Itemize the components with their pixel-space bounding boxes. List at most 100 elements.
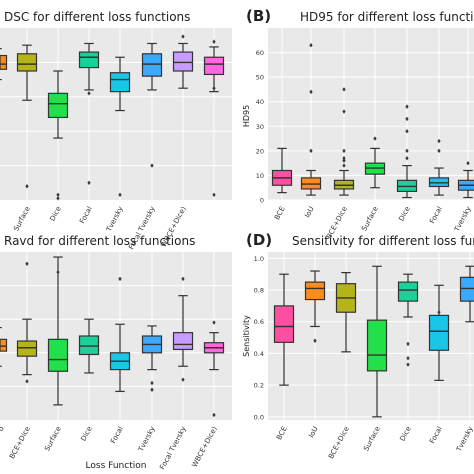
- box: [0, 338, 8, 352]
- outlier-point: [56, 196, 60, 201]
- outlier-point: [309, 148, 313, 154]
- y-tick-labels: 0.0 0.2 0.4 0.6 0.8 1.0: [254, 255, 264, 421]
- outlier-point: [406, 362, 410, 367]
- outlier-point: [118, 276, 122, 282]
- box: [459, 276, 474, 302]
- x-tick-label: Tversky: [136, 425, 156, 454]
- box: [203, 56, 225, 76]
- y-tick-labels: 0 10 20 30 40 50 60: [256, 49, 264, 204]
- x-tick-label: Focal Tversky: [158, 425, 187, 471]
- box: [47, 92, 69, 119]
- outlier-point: [406, 355, 410, 361]
- box: [109, 72, 131, 93]
- outlier-point: [405, 129, 409, 134]
- x-tick-label: Focal: [109, 425, 125, 445]
- box: [16, 340, 38, 357]
- panel-ravd: Ravd for different loss functions Loss F…: [0, 234, 232, 471]
- panel-title: Ravd for different loss functions: [4, 234, 195, 248]
- outlier-point: [150, 163, 154, 168]
- outlier-point: [342, 163, 346, 168]
- panel-title: HD95 for different loss functions: [300, 10, 474, 24]
- outlier-point: [342, 156, 346, 161]
- x-axis-label: Loss Function: [86, 461, 147, 471]
- outlier-point: [405, 104, 409, 109]
- x-tick-label: Dice: [48, 205, 62, 222]
- x-tick-label: BCE+Dice: [8, 425, 32, 460]
- outlier-point: [212, 86, 216, 91]
- outlier-point: [309, 89, 313, 95]
- x-tick-labels: BCE IoU BCE+Dice Surface Dice Focal Tversky: [275, 425, 474, 460]
- outlier-point: [406, 341, 410, 347]
- outlier-point: [150, 387, 154, 392]
- panel-label: (D): [246, 231, 272, 249]
- x-tick-label: Tversky: [104, 205, 124, 234]
- outlier-point: [405, 148, 409, 154]
- outlier-point: [25, 261, 29, 266]
- y-tick-label: 0.0: [254, 413, 264, 421]
- outlier-point: [313, 338, 317, 343]
- outlier-point: [437, 138, 441, 144]
- box: [78, 51, 100, 69]
- x-tick-label: Dice: [79, 425, 93, 442]
- outlier-point: [437, 148, 441, 154]
- outlier-point: [342, 109, 346, 114]
- outlier-point: [373, 136, 377, 141]
- boxes: [0, 34, 225, 201]
- boxes: [273, 265, 474, 418]
- x-tick-label: Surface: [12, 205, 32, 232]
- box: [78, 335, 100, 356]
- box: [428, 314, 450, 351]
- outlier-point: [181, 34, 185, 39]
- outlier-point: [212, 412, 216, 418]
- x-tick-label: Focal: [78, 205, 94, 225]
- outlier-point: [342, 158, 346, 163]
- outlier-point: [25, 184, 29, 189]
- y-axis-label: HD95: [242, 105, 251, 127]
- box: [273, 305, 295, 343]
- outlier-point: [181, 276, 185, 282]
- outlier-point: [181, 377, 185, 382]
- y-tick-label: 0: [260, 197, 264, 205]
- y-tick-label: 0.2: [254, 382, 264, 390]
- box: [141, 53, 163, 77]
- outlier-point: [212, 39, 216, 44]
- box: [0, 54, 8, 70]
- y-tick-label: 20: [256, 147, 264, 155]
- y-tick-label: 1.0: [254, 255, 264, 263]
- panel-hd95: (B) HD95 for different loss functions HD…: [242, 7, 474, 240]
- box: [47, 338, 69, 372]
- x-tick-label: Surface: [360, 205, 380, 232]
- x-tick-label: Focal: [428, 205, 444, 225]
- outlier-point: [405, 156, 409, 161]
- box: [397, 281, 419, 302]
- y-tick-label: 50: [256, 74, 264, 82]
- box: [366, 319, 388, 372]
- outlier-point: [87, 180, 91, 185]
- outlier-point: [405, 116, 409, 122]
- outlier-point: [212, 192, 216, 198]
- outlier-point: [212, 320, 216, 325]
- panel-sensitivity: (D) Sensitivity for different loss funct…: [242, 231, 474, 460]
- y-tick-label: 0.6: [254, 318, 264, 326]
- plot-area: [0, 252, 232, 420]
- boxes: [0, 256, 225, 418]
- outlier-point: [56, 192, 60, 198]
- x-tick-label: Focal: [428, 425, 444, 445]
- box: [304, 281, 326, 301]
- y-tick-label: 40: [256, 98, 264, 106]
- outlier-point: [342, 148, 346, 154]
- outlier-point: [309, 43, 313, 48]
- panel-dsc: DSC for different loss functions Surface…: [0, 10, 232, 251]
- outlier-point: [437, 310, 441, 315]
- x-tick-label: Dice: [398, 425, 412, 442]
- outlier-point: [118, 192, 122, 198]
- y-tick-label: 10: [256, 172, 264, 180]
- y-axis-label: Sensitivity: [242, 315, 251, 357]
- y-tick-label: 0.4: [254, 350, 264, 358]
- y-tick-label: 0.8: [254, 287, 264, 295]
- x-tick-label: Surface: [43, 425, 63, 452]
- boxes: [271, 43, 474, 199]
- outlier-point: [56, 269, 60, 275]
- box: [172, 51, 194, 72]
- x-tick-label: o: [0, 425, 6, 433]
